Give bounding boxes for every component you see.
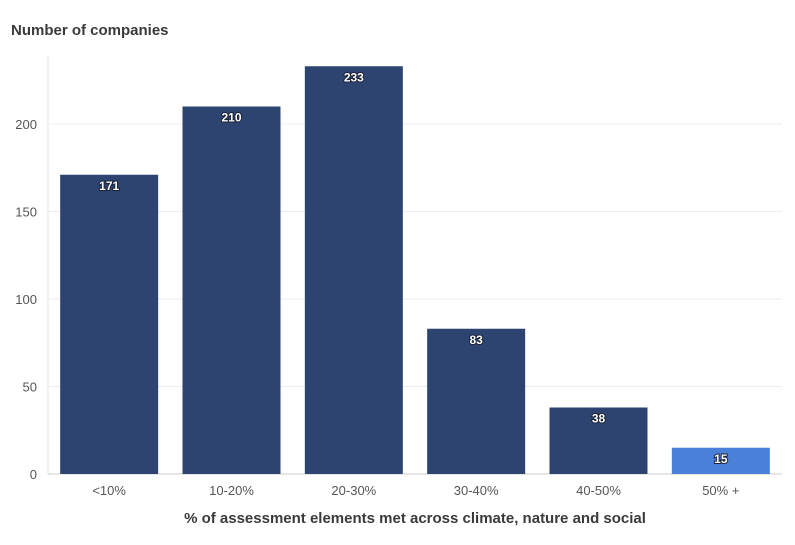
data-label-4: 83	[469, 333, 483, 347]
y-tick-label-50: 50	[23, 380, 37, 395]
x-tick-label-5: 40-50%	[576, 483, 621, 498]
y-axis-title: Number of companies	[11, 22, 169, 39]
x-tick-label-1: <10%	[92, 483, 126, 498]
x-tick-label-2: 10-20%	[209, 483, 254, 498]
data-label-3: 233	[344, 70, 364, 84]
x-tick-label-3: 20-30%	[331, 483, 376, 498]
y-tick-label-0: 0	[30, 467, 37, 482]
x-tick-label-4: 30-40%	[454, 483, 499, 498]
y-tick-label-100: 100	[15, 292, 37, 307]
bar-4	[427, 328, 526, 474]
bar-6	[671, 447, 770, 474]
bar-5	[549, 407, 648, 474]
bar-2	[182, 106, 281, 474]
data-label-5: 38	[592, 412, 606, 426]
x-tick-label-6: 50% +	[702, 483, 739, 498]
data-label-6: 15	[714, 452, 728, 466]
y-tick-label-150: 150	[15, 205, 37, 220]
bar-3	[304, 66, 403, 474]
x-axis-title: % of assessment elements met across clim…	[184, 510, 646, 527]
y-tick-label-200: 200	[15, 117, 37, 132]
data-label-1: 171	[99, 179, 119, 193]
bar-1	[60, 174, 159, 474]
data-label-2: 210	[221, 111, 241, 125]
